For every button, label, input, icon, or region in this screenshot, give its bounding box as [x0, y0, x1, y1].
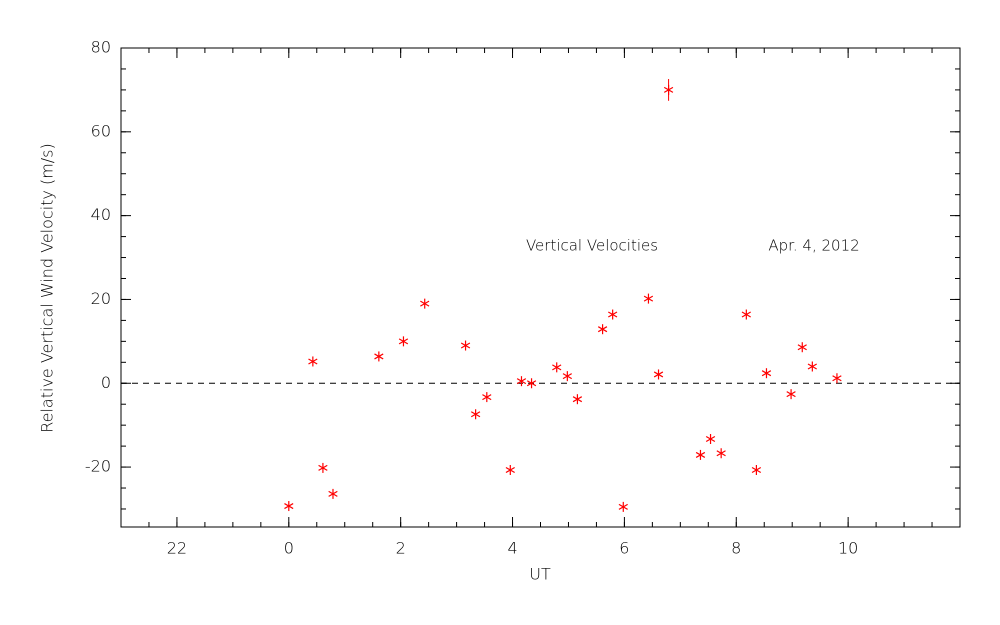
data-point — [786, 389, 796, 400]
asterisk-stroke — [741, 311, 751, 318]
asterisk-stroke — [516, 378, 527, 385]
y-tick-label: 60 — [91, 121, 111, 140]
asterisk-stroke — [643, 295, 654, 302]
asterisk-stroke — [398, 338, 409, 345]
asterisk-stroke — [572, 396, 583, 403]
data-point — [741, 309, 751, 320]
data-point — [398, 336, 409, 347]
y-tick-label: 0 — [101, 373, 111, 392]
asterisk-stroke — [695, 451, 706, 458]
data-point — [308, 356, 318, 367]
data-point — [608, 309, 618, 320]
asterisk-stroke — [505, 466, 515, 474]
data-point — [284, 501, 294, 512]
x-axis-label: UT — [529, 565, 551, 584]
data-point — [482, 392, 492, 403]
data-point — [470, 409, 481, 420]
data-point — [460, 340, 471, 351]
y-tick-label: 40 — [91, 205, 111, 224]
data-point — [643, 293, 654, 304]
data-point — [761, 368, 772, 379]
asterisk-stroke — [460, 342, 471, 349]
data-point — [807, 361, 817, 372]
asterisk-stroke — [374, 353, 384, 360]
asterisk-stroke — [618, 503, 628, 510]
x-tick-label: 10 — [838, 539, 858, 558]
data-point — [751, 465, 762, 476]
data-point — [328, 488, 338, 499]
x-tick-label: 6 — [619, 539, 629, 558]
data-point — [505, 465, 515, 476]
annotation: Apr. 4, 2012 — [768, 237, 859, 255]
y-tick-label: -20 — [85, 457, 111, 476]
data-point — [572, 394, 583, 405]
asterisk-stroke — [562, 373, 572, 380]
data-point — [716, 448, 726, 459]
asterisk-stroke — [608, 311, 618, 318]
asterisk-stroke — [797, 344, 807, 351]
asterisk-stroke — [597, 326, 608, 333]
x-tick-label: 22 — [167, 539, 187, 558]
asterisk-stroke — [832, 375, 842, 382]
data-point — [562, 371, 572, 382]
data-point — [705, 433, 716, 444]
asterisk-stroke — [761, 370, 772, 377]
asterisk-stroke — [308, 358, 318, 365]
x-tick-label: 8 — [731, 539, 741, 558]
y-axis-label: Relative Vertical Wind Velocity (m/s) — [38, 143, 57, 433]
data-point — [597, 324, 608, 335]
asterisk-stroke — [663, 86, 674, 93]
data-point — [832, 373, 842, 384]
data-point — [374, 351, 384, 362]
data-point — [516, 376, 527, 387]
asterisk-stroke — [284, 503, 294, 510]
data-point — [552, 362, 562, 373]
asterisk-stroke — [653, 371, 664, 378]
data-point — [663, 84, 674, 95]
y-tick-label: 80 — [91, 38, 111, 57]
asterisk-stroke — [705, 435, 716, 443]
data-point — [653, 369, 664, 380]
asterisk-stroke — [328, 490, 338, 497]
asterisk-stroke — [807, 363, 817, 370]
asterisk-stroke — [482, 394, 492, 401]
x-tick-label: 4 — [507, 539, 517, 558]
x-tick-label: 2 — [396, 539, 406, 558]
data-point — [420, 298, 430, 309]
data-point — [526, 378, 537, 389]
asterisk-stroke — [751, 466, 762, 474]
asterisk-stroke — [318, 464, 328, 471]
asterisk-stroke — [716, 450, 726, 457]
x-tick-label: 0 — [284, 539, 294, 558]
asterisk-stroke — [786, 391, 796, 398]
data-point — [618, 501, 628, 512]
asterisk-stroke — [420, 300, 430, 307]
data-point — [797, 342, 807, 353]
asterisk-stroke — [526, 380, 537, 387]
annotation: Vertical Velocities — [526, 237, 658, 255]
asterisk-stroke — [552, 364, 562, 371]
data-point — [695, 449, 706, 460]
data-point — [318, 462, 328, 473]
y-tick-label: 20 — [91, 289, 111, 308]
asterisk-stroke — [470, 411, 481, 418]
